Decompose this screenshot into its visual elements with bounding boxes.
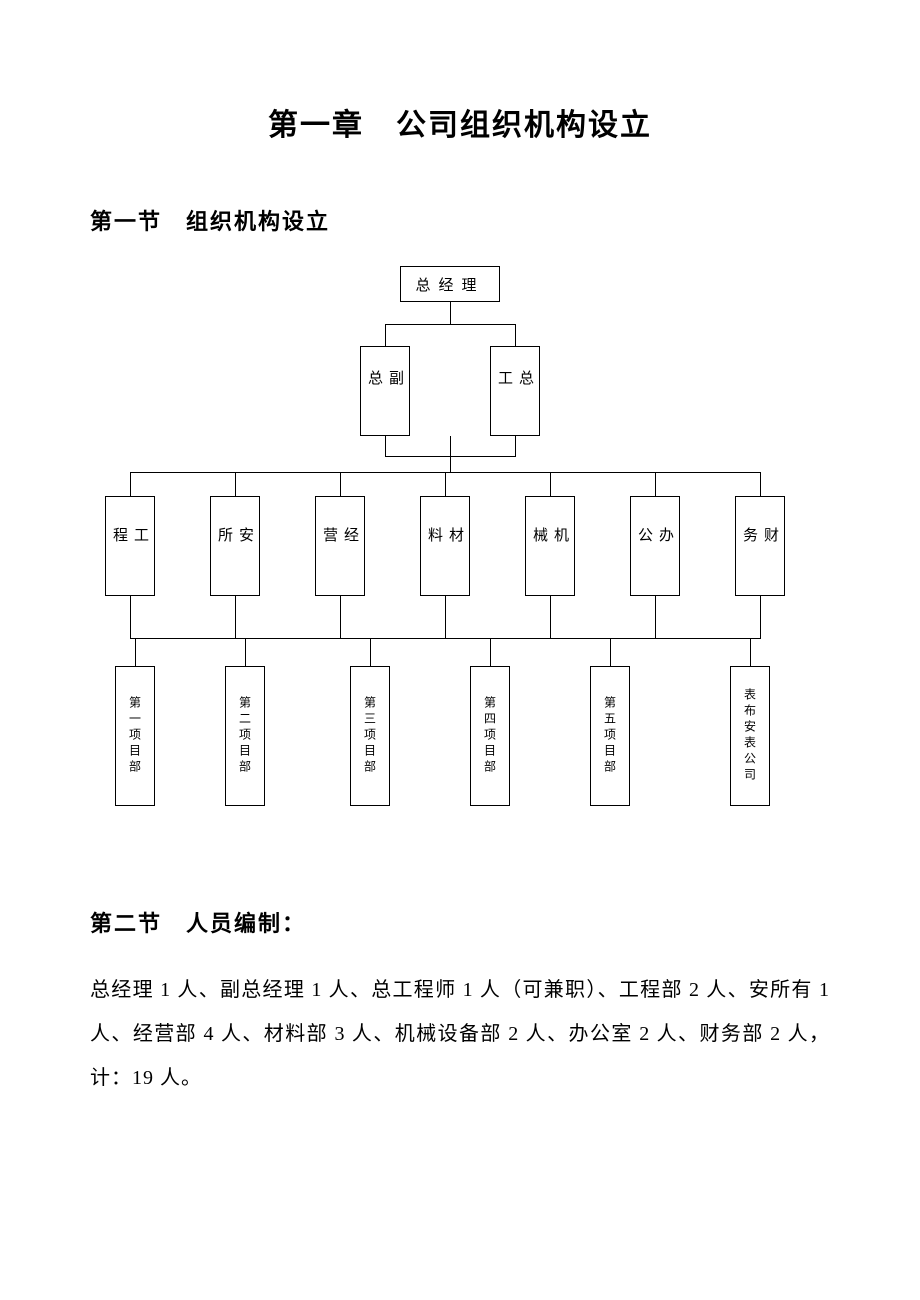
staffing-paragraph: 总经理 1 人、副总经理 1 人、总工程师 1 人（可兼职）、工程部 2 人、安… [90, 968, 830, 1100]
connector-line [445, 472, 446, 496]
connector-line [130, 472, 131, 496]
org-node-vp: 副总 [360, 346, 410, 436]
org-node-p2: 第二项目部 [225, 666, 265, 806]
org-node-gm: 总经理 [400, 266, 500, 302]
connector-line [130, 596, 131, 638]
org-node-d4: 材料 [420, 496, 470, 596]
connector-line [550, 596, 551, 638]
connector-line [750, 638, 751, 666]
connector-line [235, 596, 236, 638]
connector-line [385, 324, 516, 325]
connector-line [610, 638, 611, 666]
section2-title: 第二节 人员编制： [90, 906, 830, 938]
connector-line [340, 472, 341, 496]
org-node-d6: 办公 [630, 496, 680, 596]
org-node-d2: 安所 [210, 496, 260, 596]
connector-line [385, 436, 386, 456]
connector-line [515, 324, 516, 346]
org-node-p5: 第五项目部 [590, 666, 630, 806]
org-node-p6: 表布安表公司 [730, 666, 770, 806]
org-node-d5: 机械 [525, 496, 575, 596]
connector-line [385, 324, 386, 346]
org-chart: 总经理副总总工工程安所经营材料机械办公财务第一项目部 第二项目部 第三项目部 第四项目… [90, 266, 830, 846]
connector-line [655, 472, 656, 496]
connector-line [515, 436, 516, 456]
org-node-p4: 第四项目部 [470, 666, 510, 806]
org-node-p1: 第一项目部 [115, 666, 155, 806]
connector-line [235, 472, 236, 496]
section1-title: 第一节 组织机构设立 [90, 204, 830, 236]
org-node-d7: 财务 [735, 496, 785, 596]
connector-line [445, 596, 446, 638]
org-node-d3: 经营 [315, 496, 365, 596]
connector-line [245, 638, 246, 666]
org-node-ce: 总工 [490, 346, 540, 436]
connector-line [135, 638, 136, 666]
connector-line [450, 436, 451, 472]
connector-line [550, 472, 551, 496]
connector-line [450, 302, 451, 324]
connector-line [760, 596, 761, 638]
org-node-p3: 第三项目部 [350, 666, 390, 806]
connector-line [655, 596, 656, 638]
connector-line [760, 472, 761, 496]
chapter-title: 第一章 公司组织机构设立 [90, 100, 830, 144]
connector-line [340, 596, 341, 638]
connector-line [490, 638, 491, 666]
org-node-d1: 工程 [105, 496, 155, 596]
connector-line [370, 638, 371, 666]
connector-line [130, 638, 761, 639]
